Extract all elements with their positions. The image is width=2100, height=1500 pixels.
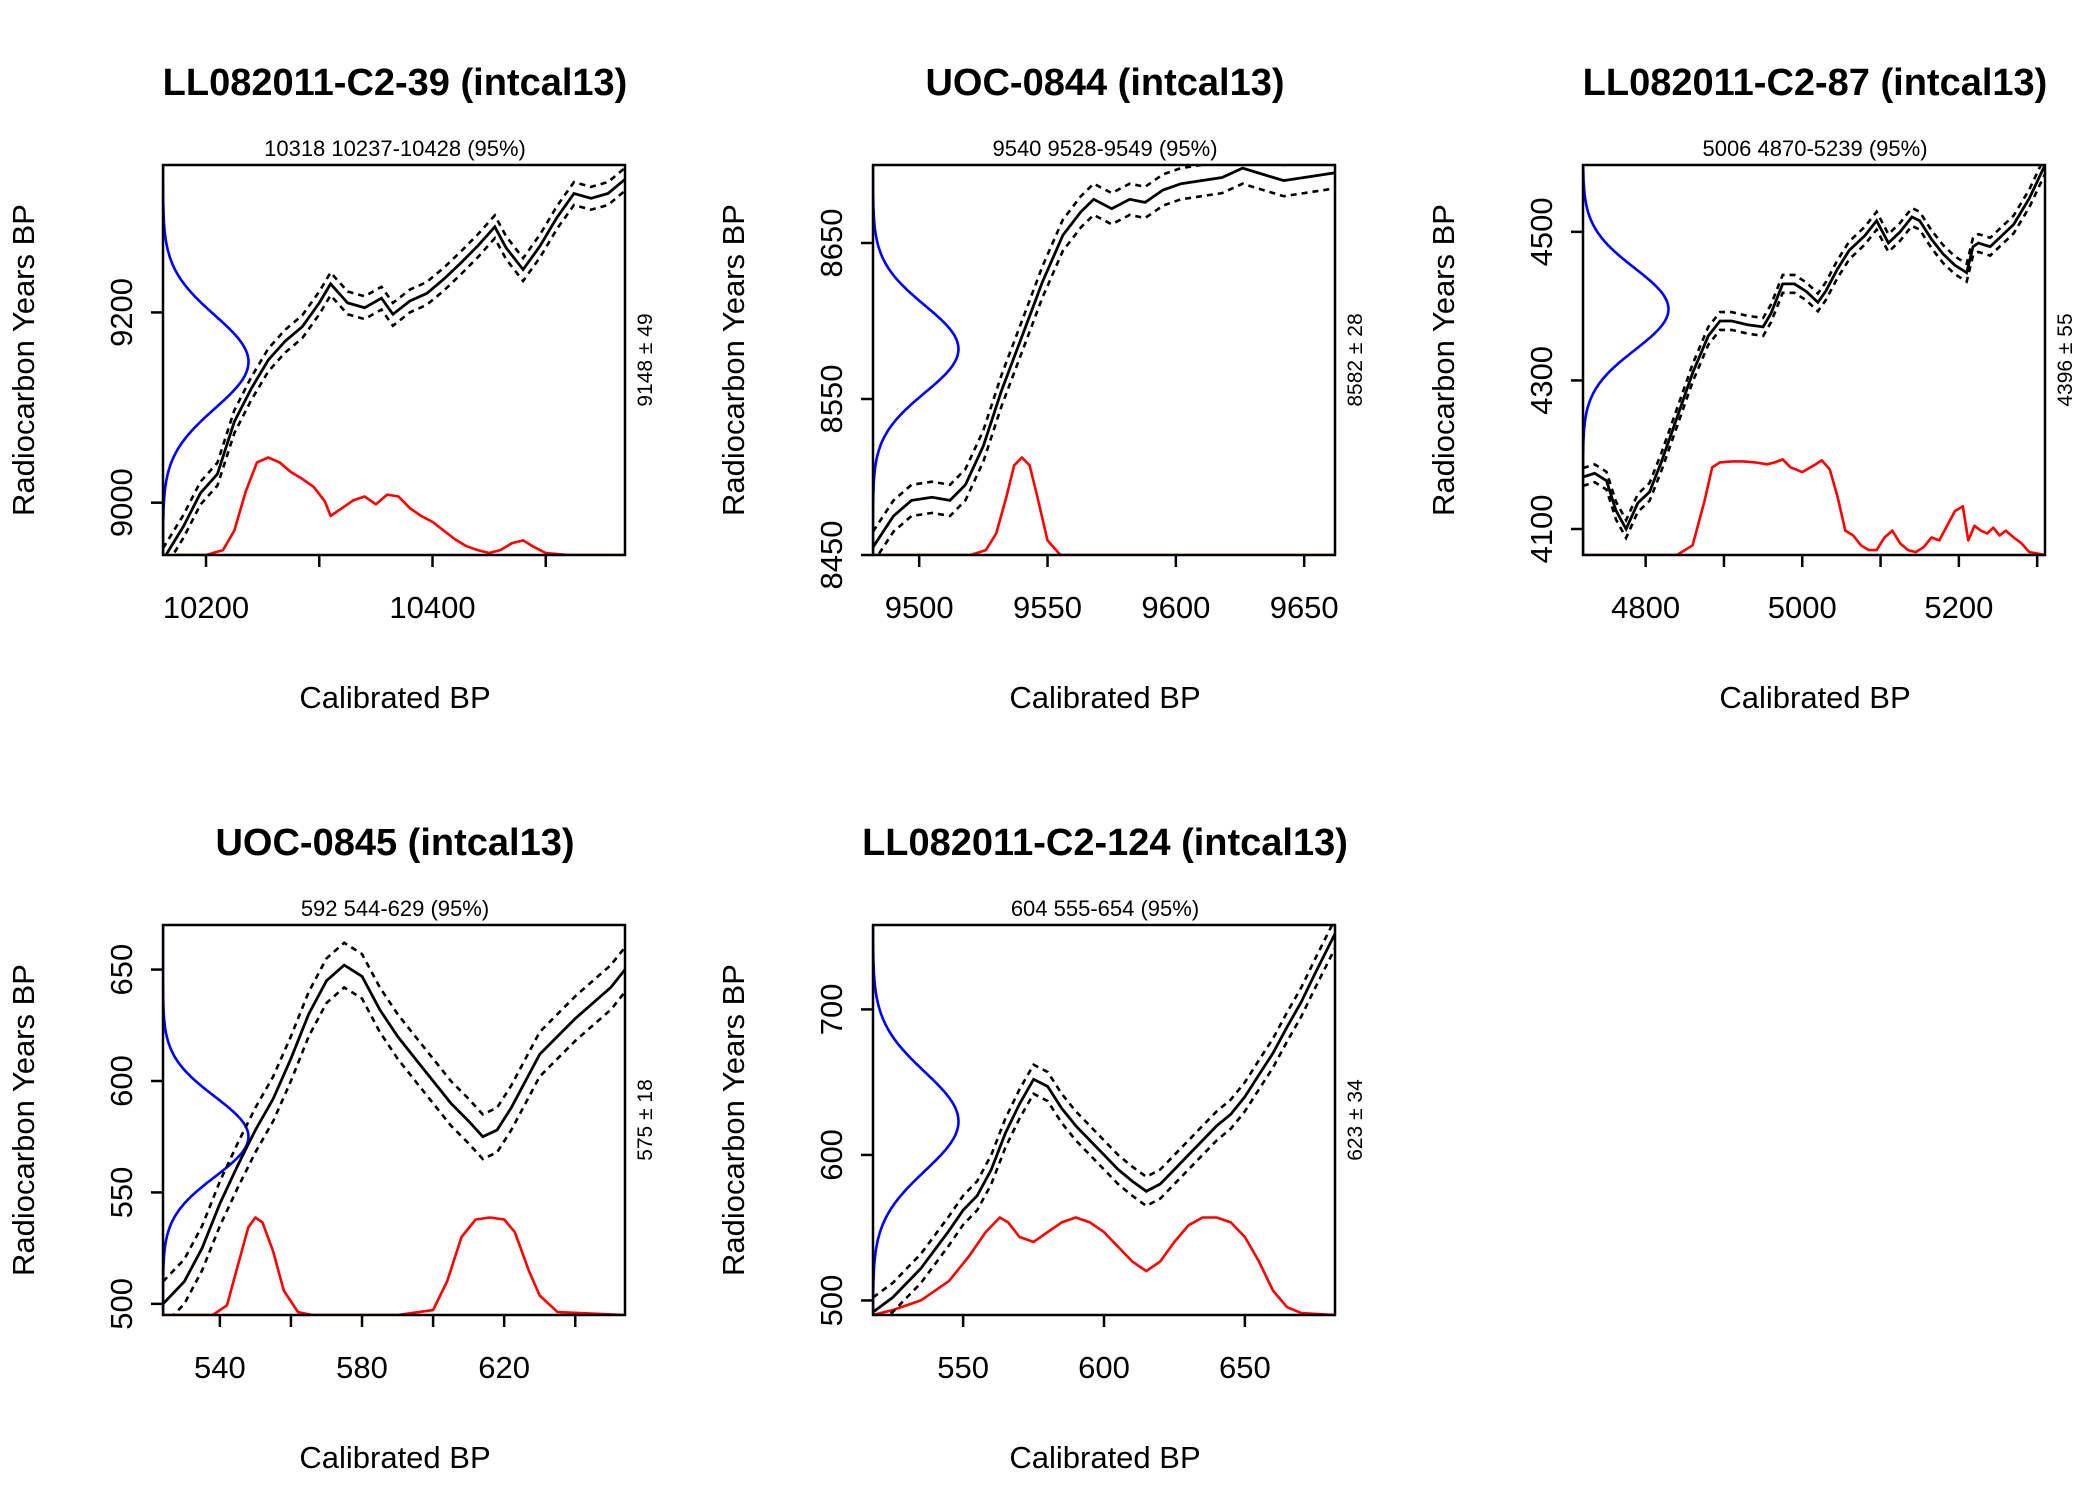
plot-frame	[1581, 163, 2047, 557]
chart-subtitle: 592 544-629 (95%)	[301, 896, 489, 921]
calibration-curve-upper	[163, 166, 625, 549]
chart-subtitle: 10318 10237-10428 (95%)	[264, 136, 526, 161]
calibration-curve-upper	[1583, 165, 2043, 524]
panel-uoc-0844: UOC-0844 (intcal13) 9540 9528-9549 (95%)…	[716, 62, 1367, 715]
plot-area	[163, 165, 625, 555]
y-axis-label: Radiocarbon Years BP	[716, 204, 751, 516]
panel-uoc-0845: UOC-0845 (intcal13) 592 544-629 (95%) Ra…	[6, 822, 657, 1475]
chart-title: LL082011-C2-39 (intcal13)	[163, 62, 628, 104]
y-tick-label: 600	[104, 1055, 139, 1107]
x-tick-label: 5000	[1768, 590, 1837, 625]
y-tick-label: 500	[814, 1275, 849, 1327]
y-tick-label: 4500	[1524, 197, 1559, 266]
x-tick-label: 600	[1078, 1350, 1130, 1385]
x-tick-label: 550	[937, 1350, 989, 1385]
x-axis-label: Calibrated BP	[299, 680, 490, 715]
y-tick-label: 600	[814, 1129, 849, 1181]
x-tick-label: 4800	[1611, 590, 1680, 625]
y-axis-label: Radiocarbon Years BP	[1426, 204, 1461, 516]
calibrated-distribution	[1583, 458, 2045, 555]
chart-subtitle: 604 555-654 (95%)	[1011, 896, 1199, 921]
calibration-curve-upper	[873, 165, 1293, 533]
x-tick-label: 5200	[1924, 590, 1993, 625]
x-axis-label: Calibrated BP	[1009, 1440, 1200, 1475]
calibrated-distribution	[873, 1216, 1335, 1315]
calibration-curve	[873, 166, 1335, 548]
panel-ll082011-c2-39: LL082011-C2-39 (intcal13) 10318 10237-10…	[6, 62, 657, 715]
chart-title: UOC-0845 (intcal13)	[215, 822, 574, 864]
measurement-distribution	[163, 165, 250, 555]
measurement-label: 623 ± 34	[1344, 1079, 1367, 1161]
y-tick-label: 9200	[104, 278, 139, 347]
x-tick-label: 540	[194, 1350, 246, 1385]
calibration-curve-lower	[1583, 173, 2045, 541]
x-tick-label: 620	[478, 1350, 530, 1385]
y-tick-label: 9000	[104, 468, 139, 537]
measurement-label: 4396 ± 55	[2054, 313, 2077, 406]
calibration-curve	[873, 933, 1335, 1314]
x-axis-label: Calibrated BP	[1009, 680, 1200, 715]
chart-title: UOC-0844 (intcal13)	[925, 62, 1284, 104]
y-tick-label: 650	[104, 944, 139, 996]
y-axis-label: Radiocarbon Years BP	[6, 964, 41, 1276]
x-tick-label: 9600	[1141, 590, 1210, 625]
calibration-curve	[163, 963, 625, 1305]
panel-ll082011-c2-124: LL082011-C2-124 (intcal13) 604 555-654 (…	[716, 822, 1367, 1475]
x-tick-label: 9500	[885, 590, 954, 625]
chart-subtitle: 9540 9528-9549 (95%)	[992, 136, 1217, 161]
y-tick-label: 500	[104, 1278, 139, 1330]
chart-title: LL082011-C2-124 (intcal13)	[862, 822, 1348, 864]
y-axis-label: Radiocarbon Years BP	[6, 204, 41, 516]
calibrated-distribution	[172, 456, 625, 555]
calibration-curve-lower	[171, 189, 625, 555]
chart-subtitle: 5006 4870-5239 (95%)	[1702, 136, 1927, 161]
y-tick-label: 8450	[814, 521, 849, 590]
plot-frame	[161, 163, 627, 557]
calibrated-distribution	[873, 456, 1335, 555]
plot-frame	[161, 923, 627, 1317]
measurement-label: 9148 ± 49	[634, 313, 657, 406]
measurement-distribution	[873, 925, 960, 1315]
y-tick-label: 700	[814, 984, 849, 1036]
y-tick-label: 550	[104, 1167, 139, 1219]
x-tick-label: 580	[336, 1350, 388, 1385]
x-axis-label: Calibrated BP	[1719, 680, 1910, 715]
measurement-label: 8582 ± 28	[1344, 313, 1367, 406]
plot-area	[873, 925, 1335, 1315]
x-tick-label: 9550	[1013, 590, 1082, 625]
x-tick-label: 10400	[389, 590, 475, 625]
y-axis-label: Radiocarbon Years BP	[716, 964, 751, 1276]
measurement-distribution	[1583, 165, 1670, 555]
measurement-label: 575 ± 18	[634, 1079, 657, 1161]
plot-frame	[871, 163, 1337, 557]
x-tick-label: 650	[1219, 1350, 1271, 1385]
calibration-curve-upper	[163, 941, 625, 1283]
panel-ll082011-c2-87: LL082011-C2-87 (intcal13) 5006 4870-5239…	[1426, 62, 2077, 715]
x-tick-label: 9650	[1270, 590, 1339, 625]
y-tick-label: 8550	[814, 365, 849, 434]
y-tick-label: 4300	[1524, 346, 1559, 415]
y-tick-label: 8650	[814, 209, 849, 278]
calibration-curve-lower	[876, 182, 1335, 555]
calibration-curve	[1583, 165, 2045, 533]
plot-area	[1583, 165, 2045, 555]
calibration-curve-lower	[171, 985, 625, 1315]
y-tick-label: 4100	[1524, 495, 1559, 564]
x-axis-label: Calibrated BP	[299, 1440, 490, 1475]
calibration-curve	[164, 178, 625, 555]
chart-title: LL082011-C2-87 (intcal13)	[1583, 62, 2048, 104]
x-tick-label: 10200	[163, 590, 249, 625]
calibrated-distribution	[163, 1216, 625, 1315]
